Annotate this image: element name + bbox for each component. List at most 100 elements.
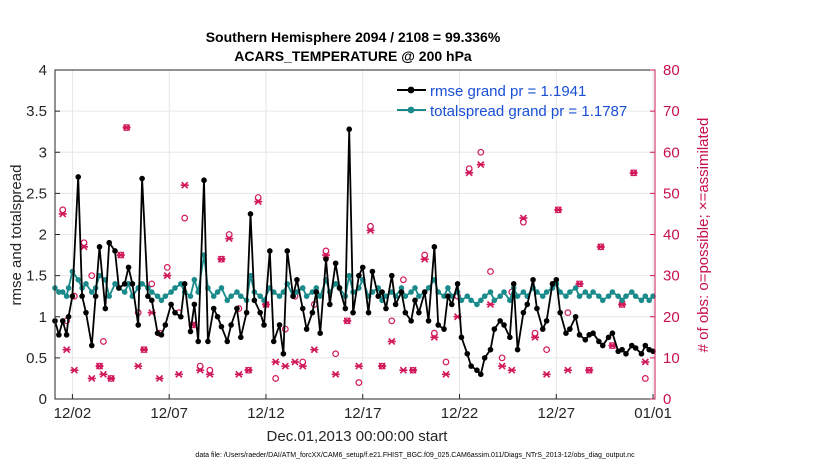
- rmse-point: [294, 276, 300, 283]
- rmse-point: [650, 348, 656, 355]
- rmse-point: [441, 326, 447, 332]
- rmse-point: [543, 318, 550, 324]
- rmse-point: [520, 309, 527, 316]
- rmse-point: [454, 281, 461, 287]
- rmse-point: [56, 332, 62, 338]
- rmse-point: [402, 309, 409, 316]
- rmse-point: [59, 318, 66, 324]
- rmse-point: [379, 289, 385, 295]
- spread-point: [65, 285, 72, 291]
- rmse-point: [468, 363, 474, 369]
- obs-assimilated-point: [95, 362, 104, 370]
- spread-point: [468, 297, 474, 304]
- y-tick-label: 4: [39, 62, 47, 79]
- obs-assimilated-point: [99, 370, 108, 378]
- rmse-point: [408, 318, 414, 324]
- obs-assimilated-point: [554, 206, 563, 214]
- rmse-point: [327, 301, 333, 308]
- rmse-point: [323, 256, 329, 262]
- spread-point: [458, 297, 465, 304]
- spread-point: [402, 293, 409, 299]
- spread-point: [605, 293, 612, 299]
- y-tick-label: 2: [39, 227, 47, 244]
- rmse-point: [191, 301, 198, 308]
- rmse-point: [65, 313, 72, 320]
- obs-assimilated-point: [298, 362, 307, 370]
- obs-possible-point: [206, 366, 214, 374]
- rmse-point: [599, 342, 606, 349]
- spread-point: [59, 289, 66, 295]
- obs-assimilated-point: [196, 366, 205, 374]
- spread-point: [487, 289, 494, 295]
- obs-possible-point: [148, 280, 156, 288]
- spread-point: [623, 293, 629, 299]
- rmse-point: [205, 338, 211, 345]
- rmse-point: [261, 322, 267, 328]
- rmse-point: [425, 318, 432, 324]
- spread-point: [178, 281, 184, 287]
- rmse-point: [487, 346, 494, 353]
- obs-possible-point: [225, 231, 233, 238]
- spread-point: [276, 293, 283, 299]
- spread-point: [590, 289, 596, 295]
- left-axis: 0 0.5 1 1.5 2 2.5 3 3.5 4: [26, 62, 60, 408]
- obs-assimilated-point: [629, 169, 638, 177]
- obs-assimilated-point: [62, 346, 71, 354]
- obs-assimilated-point: [531, 333, 539, 341]
- rmse-point: [135, 322, 142, 328]
- rmse-point: [181, 281, 188, 287]
- rmse-point: [563, 330, 569, 337]
- obs-assimilated-point: [321, 251, 330, 259]
- spread-point: [191, 276, 198, 283]
- rmse-point: [121, 281, 128, 287]
- rmse-point: [530, 276, 536, 283]
- rmse-point: [234, 305, 240, 312]
- rmse-point: [416, 309, 422, 316]
- rmse-point: [605, 334, 612, 341]
- spread-point: [567, 289, 573, 295]
- obs-possible-point: [59, 206, 67, 214]
- rmse-point: [158, 332, 165, 338]
- obs-assimilated-point: [618, 300, 627, 308]
- obs-possible-point: [367, 222, 374, 230]
- rmse-point: [195, 338, 202, 345]
- obs-assimilated-point: [271, 358, 280, 366]
- obs-possible-point: [99, 338, 107, 345]
- rmse-point: [69, 293, 76, 299]
- rmse-point: [431, 244, 438, 250]
- spread-point: [491, 297, 498, 304]
- obs-assimilated-point: [563, 366, 572, 374]
- rmse-point: [549, 281, 556, 287]
- rmse-point: [356, 272, 362, 279]
- rmse-point: [267, 248, 273, 254]
- spread-point: [650, 293, 656, 299]
- footnote: data file: /Users/raeder/DAI/ATM_forcXX/…: [195, 452, 635, 459]
- obs-possible-point: [163, 264, 171, 271]
- rmse-point: [342, 305, 349, 312]
- y-tick-label: 3.5: [26, 103, 47, 120]
- rmse-point: [276, 322, 283, 328]
- rmse-point: [303, 326, 310, 332]
- spread-point: [313, 285, 320, 291]
- x-tick-label: 01/01: [634, 405, 672, 422]
- x-tick-label: 12/22: [441, 405, 479, 422]
- rmse-point: [247, 211, 254, 217]
- obs-assimilated-point: [58, 210, 67, 218]
- spread-point: [106, 293, 112, 299]
- spread-point: [398, 285, 405, 291]
- x-axis: 12/02 12/07 12/12 12/17 12/22 12/27 01/01: [54, 394, 672, 422]
- rmse-point: [168, 301, 174, 308]
- spread-point: [172, 285, 178, 291]
- rmse-point: [539, 326, 546, 332]
- obs-assimilated-point: [585, 366, 594, 374]
- rmse-point: [214, 313, 221, 320]
- rmse-point: [309, 309, 316, 316]
- x-tick-label: 12/07: [150, 405, 188, 422]
- spread-point: [158, 297, 165, 304]
- obs-possible-point: [388, 317, 396, 325]
- spread-point: [257, 293, 263, 299]
- rmse-point: [632, 345, 639, 351]
- obs-assimilated-point: [234, 370, 243, 378]
- rmse-point: [112, 248, 118, 254]
